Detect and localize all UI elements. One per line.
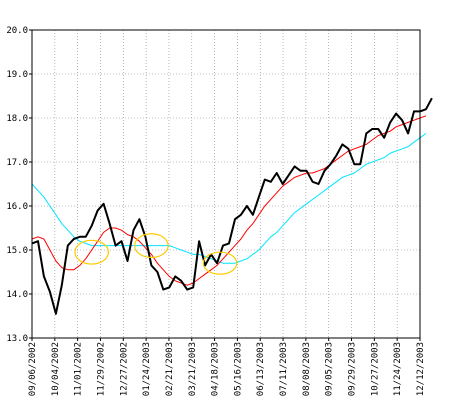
x-axis-ticks: 09/06/2002 10/04/2002 11/01/2002 11/29/2002… xyxy=(28,338,426,396)
x-tick-label: 12/27/2002 xyxy=(119,342,129,396)
x-tick-label: 08/08/2003 xyxy=(302,342,312,396)
x-tick-label: 04/18/2003 xyxy=(211,342,221,396)
series-line-0 xyxy=(31,97,433,315)
x-tick-label: 11/24/2003 xyxy=(393,342,403,396)
x-tick-label: 07/11/2003 xyxy=(279,342,289,396)
y-tick-label: 15.0 xyxy=(6,246,28,256)
x-tick-label: 03/21/2003 xyxy=(188,342,198,396)
y-tick-label: 19.0 xyxy=(6,70,28,80)
highlight-ellipse xyxy=(202,251,238,275)
x-tick-label: 11/29/2002 xyxy=(96,342,106,396)
grid xyxy=(32,30,420,338)
x-tick-label: 02/21/2003 xyxy=(165,342,175,396)
series-line-2 xyxy=(31,132,427,264)
y-tick-label: 17.0 xyxy=(6,158,28,168)
highlight-ellipse xyxy=(134,233,169,259)
x-tick-label: 09/05/2003 xyxy=(325,342,335,396)
y-tick-label: 18.0 xyxy=(6,114,28,124)
x-tick-label: 10/04/2002 xyxy=(51,342,61,396)
x-tick-label: 06/13/2003 xyxy=(256,342,266,396)
annotations-group xyxy=(74,233,238,275)
highlight-ellipse xyxy=(74,239,110,265)
x-tick-label: 09/29/2003 xyxy=(348,342,358,396)
y-axis-ticks: 13.0 14.0 15.0 16.0 17.0 18.0 19.0 20.0 xyxy=(6,26,32,344)
x-tick-label: 12/12/2003 xyxy=(416,342,426,396)
x-tick-label: 05/16/2003 xyxy=(233,342,243,396)
y-tick-label: 16.0 xyxy=(6,202,28,212)
x-tick-label: 09/06/2002 xyxy=(28,342,38,396)
y-tick-label: 14.0 xyxy=(6,290,28,300)
plot-frame xyxy=(31,29,421,339)
x-tick-label: 11/01/2002 xyxy=(74,342,84,396)
x-tick-label: 10/27/2003 xyxy=(370,342,380,396)
y-tick-label: 20.0 xyxy=(6,26,28,36)
y-tick-label: 13.0 xyxy=(6,334,28,344)
x-tick-label: 01/24/2003 xyxy=(142,342,152,396)
